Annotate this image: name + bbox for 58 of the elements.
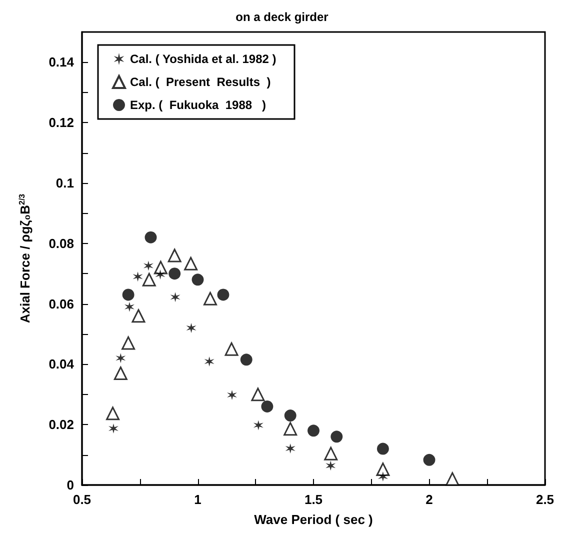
point <box>324 446 338 460</box>
point <box>227 390 238 400</box>
x-axis-title: Wave Period ( sec ) <box>254 512 373 527</box>
point <box>446 472 460 486</box>
point <box>378 472 388 482</box>
y-axis-title: Axial Force / ρgζ₀B2/3 <box>18 193 32 324</box>
x-tick-label: 2.5 <box>536 492 554 507</box>
point <box>132 272 143 282</box>
y-tick-label: 0 <box>66 478 74 492</box>
point <box>170 292 180 302</box>
point <box>326 460 336 471</box>
y-tick-label: 0.1 <box>56 176 74 190</box>
point <box>132 309 146 323</box>
y-tick-label: 0.12 <box>48 115 74 130</box>
y-tick-label: 0.06 <box>48 296 74 312</box>
point <box>285 443 296 454</box>
legend-label: Cal. ( Present Results ) <box>130 75 271 89</box>
point <box>122 288 134 301</box>
x-tick-label: 1.5 <box>304 492 323 507</box>
point <box>308 424 320 437</box>
point <box>192 274 204 286</box>
point <box>108 424 118 434</box>
point <box>144 231 157 244</box>
point <box>116 353 126 364</box>
point <box>251 388 265 402</box>
point <box>168 248 182 262</box>
point <box>423 454 436 466</box>
point <box>217 288 230 301</box>
point <box>142 272 156 286</box>
y-tick-label: 0.04 <box>48 356 75 372</box>
point <box>106 406 120 420</box>
point <box>253 420 264 430</box>
point <box>168 268 181 280</box>
y-tick-label: 0.02 <box>48 417 74 432</box>
point <box>124 302 134 312</box>
point <box>376 442 389 455</box>
point <box>114 366 128 380</box>
x-tick-label: 0.5 <box>72 492 92 507</box>
point <box>122 336 136 350</box>
legend-label: Exp. ( Fukuoka 1988 ) <box>130 98 266 112</box>
point <box>284 422 298 436</box>
point <box>240 354 252 366</box>
x-tick-label: 1 <box>194 492 202 507</box>
point <box>204 356 214 366</box>
chart-title: on a deck girder <box>236 10 329 24</box>
point <box>204 292 217 306</box>
point <box>261 400 274 412</box>
point <box>184 256 198 270</box>
point <box>284 410 296 422</box>
x-tick-label: 2 <box>426 492 433 507</box>
point <box>186 322 196 333</box>
point <box>143 260 154 271</box>
point <box>330 430 343 443</box>
legend-label: Cal. ( Yoshida et al. 1982 ) <box>130 52 276 66</box>
point <box>155 270 166 280</box>
y-tick-label: 0.14 <box>48 54 75 70</box>
y-tick-label: 0.08 <box>48 236 74 251</box>
point <box>224 342 238 356</box>
